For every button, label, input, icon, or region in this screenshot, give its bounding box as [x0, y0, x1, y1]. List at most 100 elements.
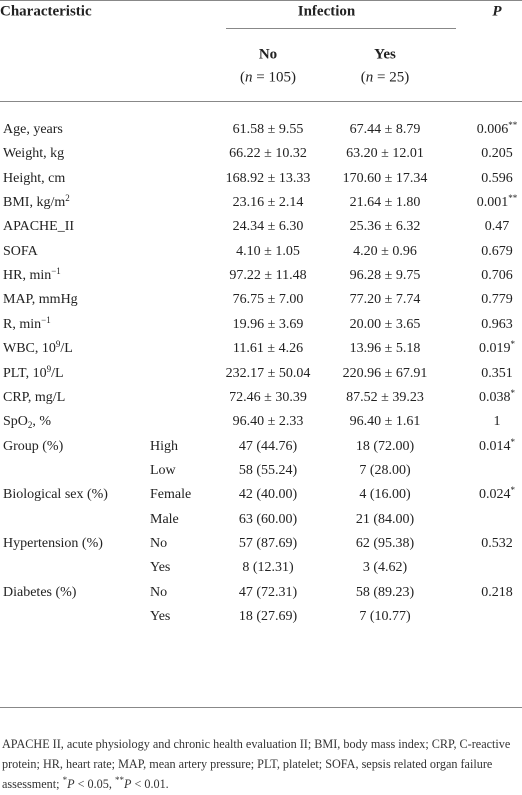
value-cell: 232.17 ± 50.04: [225, 365, 311, 381]
text-part: < 0.01.: [131, 777, 169, 791]
value-cell: 21 (84.00): [355, 511, 415, 527]
text-part: R, min: [3, 316, 42, 332]
text-part: APACHE II, acute physiology and chronic …: [2, 737, 511, 791]
header-cell: Characteristic: [0, 3, 92, 20]
sup-part: 9: [46, 363, 52, 374]
value-cell: 4 (16.00): [359, 487, 411, 503]
header-cell: (n = 105): [240, 69, 296, 86]
text-part: PLT, 10: [3, 365, 47, 381]
text-part: < 0.05,: [74, 777, 115, 791]
value-cell: 58 (55.24): [238, 462, 298, 478]
p-value: 0.218: [481, 584, 513, 600]
italic-part: n: [245, 69, 253, 86]
value-cell: 76.75 ± 7.00: [232, 292, 304, 308]
text-part: (: [360, 69, 366, 86]
p-value: 0.706: [481, 268, 513, 284]
value-cell: 24.34 ± 6.30: [232, 219, 304, 235]
value-cell: 18 (72.00): [355, 438, 415, 454]
p-value: 0.205: [481, 146, 513, 162]
row-label: SOFA: [3, 243, 38, 259]
rule: [0, 707, 522, 708]
row-sublabel: Male: [150, 511, 179, 527]
italic-part: P: [123, 777, 132, 791]
value-cell: 25.36 ± 6.32: [349, 219, 421, 235]
text-part: (: [240, 69, 246, 86]
value-cell: 168.92 ± 13.33: [225, 170, 311, 186]
p-value: 0.679: [481, 243, 513, 259]
row-label: APACHE_II: [3, 219, 75, 235]
row-label: Height, cm: [3, 170, 66, 186]
row-label: MAP, mmHg: [3, 292, 78, 308]
value-cell: 13.96 ± 5.18: [349, 341, 421, 357]
sup-part: *: [510, 485, 516, 496]
row-label: CRP, mg/L: [3, 389, 66, 405]
value-cell: 21.64 ± 1.80: [349, 195, 421, 211]
text-part: WBC, 10: [3, 341, 56, 357]
p-value: 0.038*: [479, 387, 516, 405]
value-cell: 42 (40.00): [238, 487, 298, 503]
row-label: HR, min−1: [3, 266, 61, 284]
row-label: Diabetes (%): [3, 584, 77, 600]
rule: [0, 101, 522, 102]
italic-part: P: [67, 777, 75, 791]
header-cell: No: [258, 46, 278, 63]
italic-part: n: [365, 69, 374, 86]
value-cell: 23.16 ± 2.14: [232, 195, 304, 211]
p-value: 0.001**: [477, 194, 518, 210]
rule: [226, 28, 456, 29]
value-cell: 66.22 ± 10.32: [229, 146, 307, 162]
text-part: /L: [60, 341, 73, 357]
value-cell: 47 (44.76): [238, 438, 298, 454]
row-label: Group (%): [3, 438, 64, 454]
row-label: PLT, 109/L: [3, 363, 64, 381]
text-part: BMI, kg/m: [3, 195, 66, 211]
value-cell: 67.44 ± 8.79: [349, 122, 421, 137]
value-cell: 57 (87.69): [238, 535, 298, 551]
value-cell: 96.40 ± 1.61: [349, 414, 421, 430]
row-label: Hypertension (%): [3, 535, 103, 551]
value-cell: 97.22 ± 11.48: [229, 268, 307, 284]
row-label: Biological sex (%): [3, 487, 108, 503]
row-sublabel: Yes: [150, 609, 171, 624]
value-cell: 170.60 ± 17.34: [342, 170, 428, 186]
value-cell: 11.61 ± 4.26: [232, 341, 304, 357]
text-part: HR, min: [3, 268, 52, 284]
p-value: 0.596: [481, 170, 513, 186]
value-cell: 61.58 ± 9.55: [232, 122, 304, 137]
value-cell: 58 (89.23): [355, 584, 415, 600]
p-value: 0.006**: [476, 120, 518, 137]
sub-part: 2: [27, 420, 33, 431]
text-part: SpO: [3, 414, 28, 430]
value-cell: 96.40 ± 2.33: [232, 414, 304, 430]
row-sublabel: Low: [150, 462, 176, 478]
value-cell: 8 (12.31): [242, 560, 294, 576]
value-cell: 20.00 ± 3.65: [349, 316, 421, 332]
text-part: 0.024: [479, 487, 511, 503]
value-cell: 19.96 ± 3.69: [232, 316, 304, 332]
text-part: 0.006: [476, 122, 509, 137]
sup-part: *: [510, 387, 516, 398]
value-cell: 72.46 ± 30.39: [229, 389, 307, 405]
footnote: APACHE II, acute physiology and chronic …: [2, 734, 520, 794]
sup-part: **: [508, 120, 518, 130]
sup-part: 2: [65, 193, 70, 204]
value-cell: 3 (4.62): [362, 560, 408, 576]
value-cell: 220.96 ± 67.91: [342, 365, 428, 381]
value-cell: 63 (60.00): [238, 511, 298, 527]
sup-part: 9: [55, 339, 61, 350]
p-value: 1: [493, 414, 501, 430]
sup-part: *: [510, 339, 516, 350]
text-part: /L: [51, 365, 64, 381]
sup-part: *: [62, 775, 68, 785]
header-cell: Infection: [297, 3, 356, 20]
row-sublabel: No: [150, 584, 168, 600]
row-sublabel: No: [150, 535, 168, 551]
p-value: 0.47: [484, 219, 510, 235]
sup-part: −1: [51, 266, 61, 277]
p-value: 0.963: [481, 316, 513, 332]
value-cell: 7 (28.00): [359, 462, 411, 478]
value-cell: 96.28 ± 9.75: [349, 268, 421, 284]
row-sublabel: High: [150, 438, 178, 454]
row-label: Age, years: [3, 122, 63, 137]
